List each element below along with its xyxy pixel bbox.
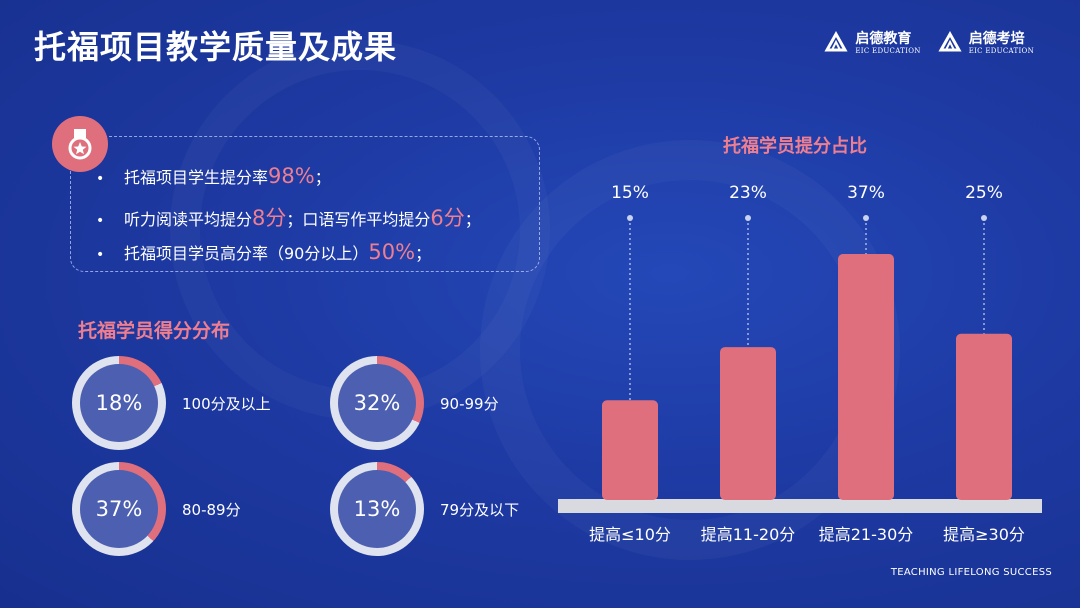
summary-item: • 托福项目学员高分率（90分以上） 50% ； xyxy=(96,240,481,278)
logo-subtitle: EIC EDUCATION xyxy=(855,46,921,55)
score-ring: 37% xyxy=(72,462,166,556)
chart-title: 托福学员提分占比 xyxy=(723,136,867,157)
bar-category-label: 提高≤10分 xyxy=(589,525,671,544)
summary-highlight: 50% xyxy=(368,240,416,264)
summary-tail: ； xyxy=(314,168,331,187)
summary-item: • 托福项目学生提分率 98% ； xyxy=(96,164,481,202)
bullet-icon: • xyxy=(96,171,105,187)
page-title: 托福项目教学质量及成果 xyxy=(34,28,398,66)
summary-highlight: 6分 xyxy=(430,206,465,230)
bullet-icon: • xyxy=(96,247,105,263)
brand-mark-icon xyxy=(824,30,848,52)
ring-label: 79分及以下 xyxy=(440,500,520,519)
ring-label: 80-89分 xyxy=(182,500,241,519)
bullet-icon: • xyxy=(96,213,105,229)
bar-value-label: 23% xyxy=(729,183,767,203)
score-ring: 32% xyxy=(330,356,424,450)
summary-highlight: 8分 xyxy=(252,206,287,230)
bar xyxy=(720,347,776,500)
score-ring-item: 37% 80-89分 xyxy=(72,462,241,556)
summary-text: 听力阅读平均提分 xyxy=(124,210,253,229)
bar xyxy=(956,333,1012,500)
footer-tagline: TEACHING LIFELONG SUCCESS xyxy=(890,567,1052,578)
score-ring-item: 13% 79分及以下 xyxy=(330,462,519,556)
score-ring-item: 32% 90-99分 xyxy=(330,356,499,450)
summary-tail: ； xyxy=(415,244,432,263)
logo-group: 启德教育 EIC EDUCATION 启德考培 EIC EDUCATION xyxy=(823,30,1034,56)
bar-value-label: 37% xyxy=(847,183,885,203)
summary-list: • 托福项目学生提分率 98% ； • 听力阅读平均提分 8分 ；口语写作平均提… xyxy=(96,164,481,278)
summary-tail: ； xyxy=(464,210,481,229)
ring-label: 90-99分 xyxy=(440,394,499,413)
bar xyxy=(838,254,894,500)
logo-name: 启德教育 xyxy=(855,30,912,47)
bar-value-label: 25% xyxy=(965,183,1003,203)
ring-label: 100分及以上 xyxy=(182,394,271,413)
bar-category-label: 提高11-20分 xyxy=(701,525,796,544)
medal-icon xyxy=(52,116,108,172)
bar-value-label: 15% xyxy=(611,183,649,203)
summary-box xyxy=(70,136,540,272)
score-ring: 18% xyxy=(72,356,166,450)
distribution-title: 托福学员得分分布 xyxy=(78,320,231,342)
summary-item: • 听力阅读平均提分 8分 ；口语写作平均提分 6分 ； xyxy=(96,202,481,240)
bar xyxy=(602,400,658,500)
summary-highlight: 98% xyxy=(268,164,315,188)
bar-category-label: 提高≥30分 xyxy=(943,525,1025,544)
ring-percent: 13% xyxy=(338,470,416,548)
brand-logo-education: 启德教育 EIC EDUCATION xyxy=(823,30,920,56)
bar-chart: 15% 提高≤10分 23% 提高11-20分 37% 提高21-30分 25% 提高≥30分 xyxy=(558,183,1042,544)
score-ring: 13% xyxy=(330,462,424,556)
logo-name: 启德考培 xyxy=(968,30,1025,47)
brand-mark-icon xyxy=(938,30,962,52)
brand-logo-test-prep: 启德考培 EIC EDUCATION xyxy=(937,30,1034,56)
ring-percent: 18% xyxy=(80,364,158,442)
summary-text-mid: ；口语写作平均提分 xyxy=(286,210,431,229)
summary-text: 托福项目学员高分率（90分以上） xyxy=(124,244,369,263)
chart-baseline xyxy=(558,499,1042,513)
ring-percent: 32% xyxy=(338,364,416,442)
bar-category-label: 提高21-30分 xyxy=(819,525,914,544)
logo-subtitle: EIC EDUCATION xyxy=(968,46,1034,55)
summary-text: 托福项目学生提分率 xyxy=(124,168,269,187)
score-ring-item: 18% 100分及以上 xyxy=(72,356,271,450)
ring-percent: 37% xyxy=(80,470,158,548)
